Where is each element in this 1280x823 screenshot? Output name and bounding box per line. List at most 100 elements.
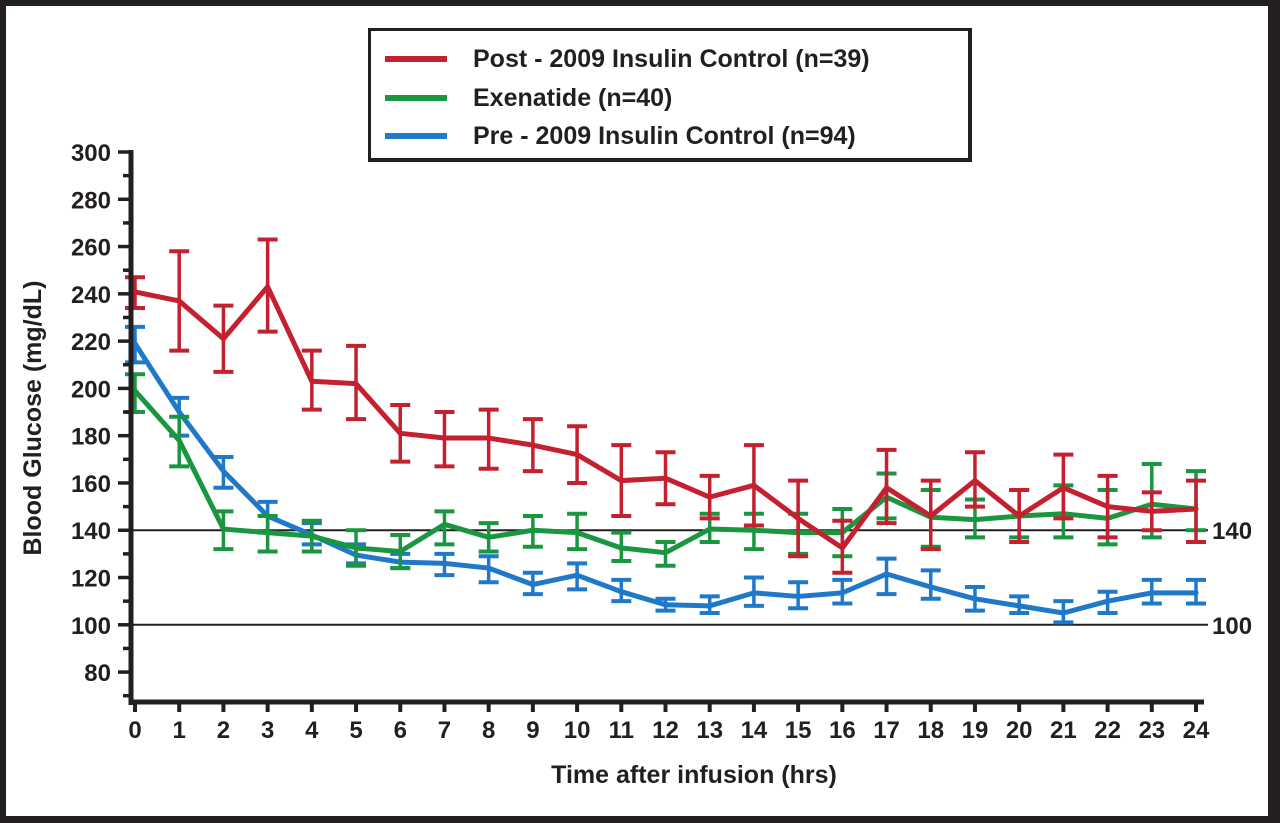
legend-swatch-green [385,95,447,101]
x-tick-label: 10 [564,717,591,744]
data-point [1105,504,1111,510]
x-tick-label: 22 [1094,717,1121,744]
legend-item-pre-2009: Pre - 2009 Insulin Control (n=94) [385,118,856,154]
x-tick-label: 21 [1050,717,1077,744]
data-point [884,571,890,577]
data-point [707,526,713,532]
legend-swatch-red [385,56,447,62]
y-tick-label: 280 [71,187,111,214]
x-tick-label: 11 [609,717,634,744]
y-axis-title: Blood Glucose (mg/dL) [19,281,47,556]
data-point [751,590,757,596]
data-point [663,602,668,608]
data-point [132,340,138,346]
data-point [309,378,315,384]
data-point [1060,485,1066,491]
data-point [1149,590,1155,596]
data-point [707,494,713,500]
x-tick-label: 7 [438,717,451,744]
x-tick-label: 2 [217,717,230,744]
data-point [751,527,757,533]
data-point [176,298,182,304]
data-point [486,534,492,540]
legend-swatch-blue [385,133,447,139]
data-point [486,565,492,571]
y-tick-label: 120 [71,566,111,593]
x-tick-label: 9 [526,717,539,744]
x-tick-label: 4 [305,717,319,744]
data-point [265,284,271,290]
data-point [1193,506,1199,512]
data-point [1105,598,1111,604]
y-tick-label: 180 [71,424,111,451]
x-tick-label: 0 [128,717,141,744]
y-tick-label: 160 [71,471,111,498]
y-tick-label: 220 [71,329,111,356]
data-point [1193,590,1199,596]
series-layer [125,237,1206,625]
y-tick-label: 260 [71,235,111,262]
x-tick-label: 24 [1183,717,1210,744]
data-point [618,478,624,484]
data-point [397,549,403,555]
legend-item-exenatide: Exenatide (n=40) [385,80,672,116]
data-point [884,485,890,491]
data-point [132,388,138,394]
data-point [972,478,978,484]
data-point [486,435,492,441]
data-point [928,584,934,590]
data-point [663,475,668,481]
data-point [132,289,138,295]
series-0 [125,237,1206,575]
x-tick-label: 23 [1138,717,1165,744]
data-point [441,560,447,566]
y-tick-label: 140 [71,518,111,545]
data-point [530,582,536,588]
y-tick-label: 240 [71,282,111,309]
data-point [795,515,801,521]
x-tick-label: 17 [873,717,900,744]
data-point [574,452,580,458]
y-tick-label: 100 [71,613,111,640]
data-point [795,593,801,599]
data-point [574,530,580,536]
data-point [220,526,226,532]
data-point [928,513,934,519]
legend-label: Post - 2009 Insulin Control (n=39) [473,44,870,73]
data-point [972,517,978,523]
data-point [972,596,978,602]
x-tick-label: 1 [173,717,186,744]
legend: Post - 2009 Insulin Control (n=39) Exena… [368,28,972,162]
data-point [751,482,757,488]
data-point [1060,610,1066,616]
data-point [441,435,447,441]
data-point [353,381,359,387]
data-point [663,550,668,556]
data-point [397,430,403,436]
legend-item-post-2009: Post - 2009 Insulin Control (n=39) [385,41,870,77]
x-tick-label: 16 [829,717,856,744]
x-tick-label: 5 [349,717,362,744]
data-point [220,468,226,474]
reference-line-label: 100 [1212,613,1252,640]
data-point [618,589,624,595]
legend-label: Pre - 2009 Insulin Control (n=94) [473,121,856,150]
x-axis-title: Time after infusion (hrs) [551,761,837,789]
x-tick-label: 19 [962,717,989,744]
x-tick-label: 13 [696,717,723,744]
reference-lines: 140 100 [131,518,1252,640]
data-point [353,545,359,551]
data-point [839,545,845,551]
x-tick-label: 18 [917,717,944,744]
x-tick-label: 3 [261,717,274,744]
data-point [839,590,845,596]
x-tick-label: 12 [652,717,679,744]
data-point [1149,508,1155,514]
data-point [1016,513,1022,519]
y-tick-label: 80 [84,660,111,687]
data-point [220,336,226,342]
x-tick-label: 8 [482,717,495,744]
